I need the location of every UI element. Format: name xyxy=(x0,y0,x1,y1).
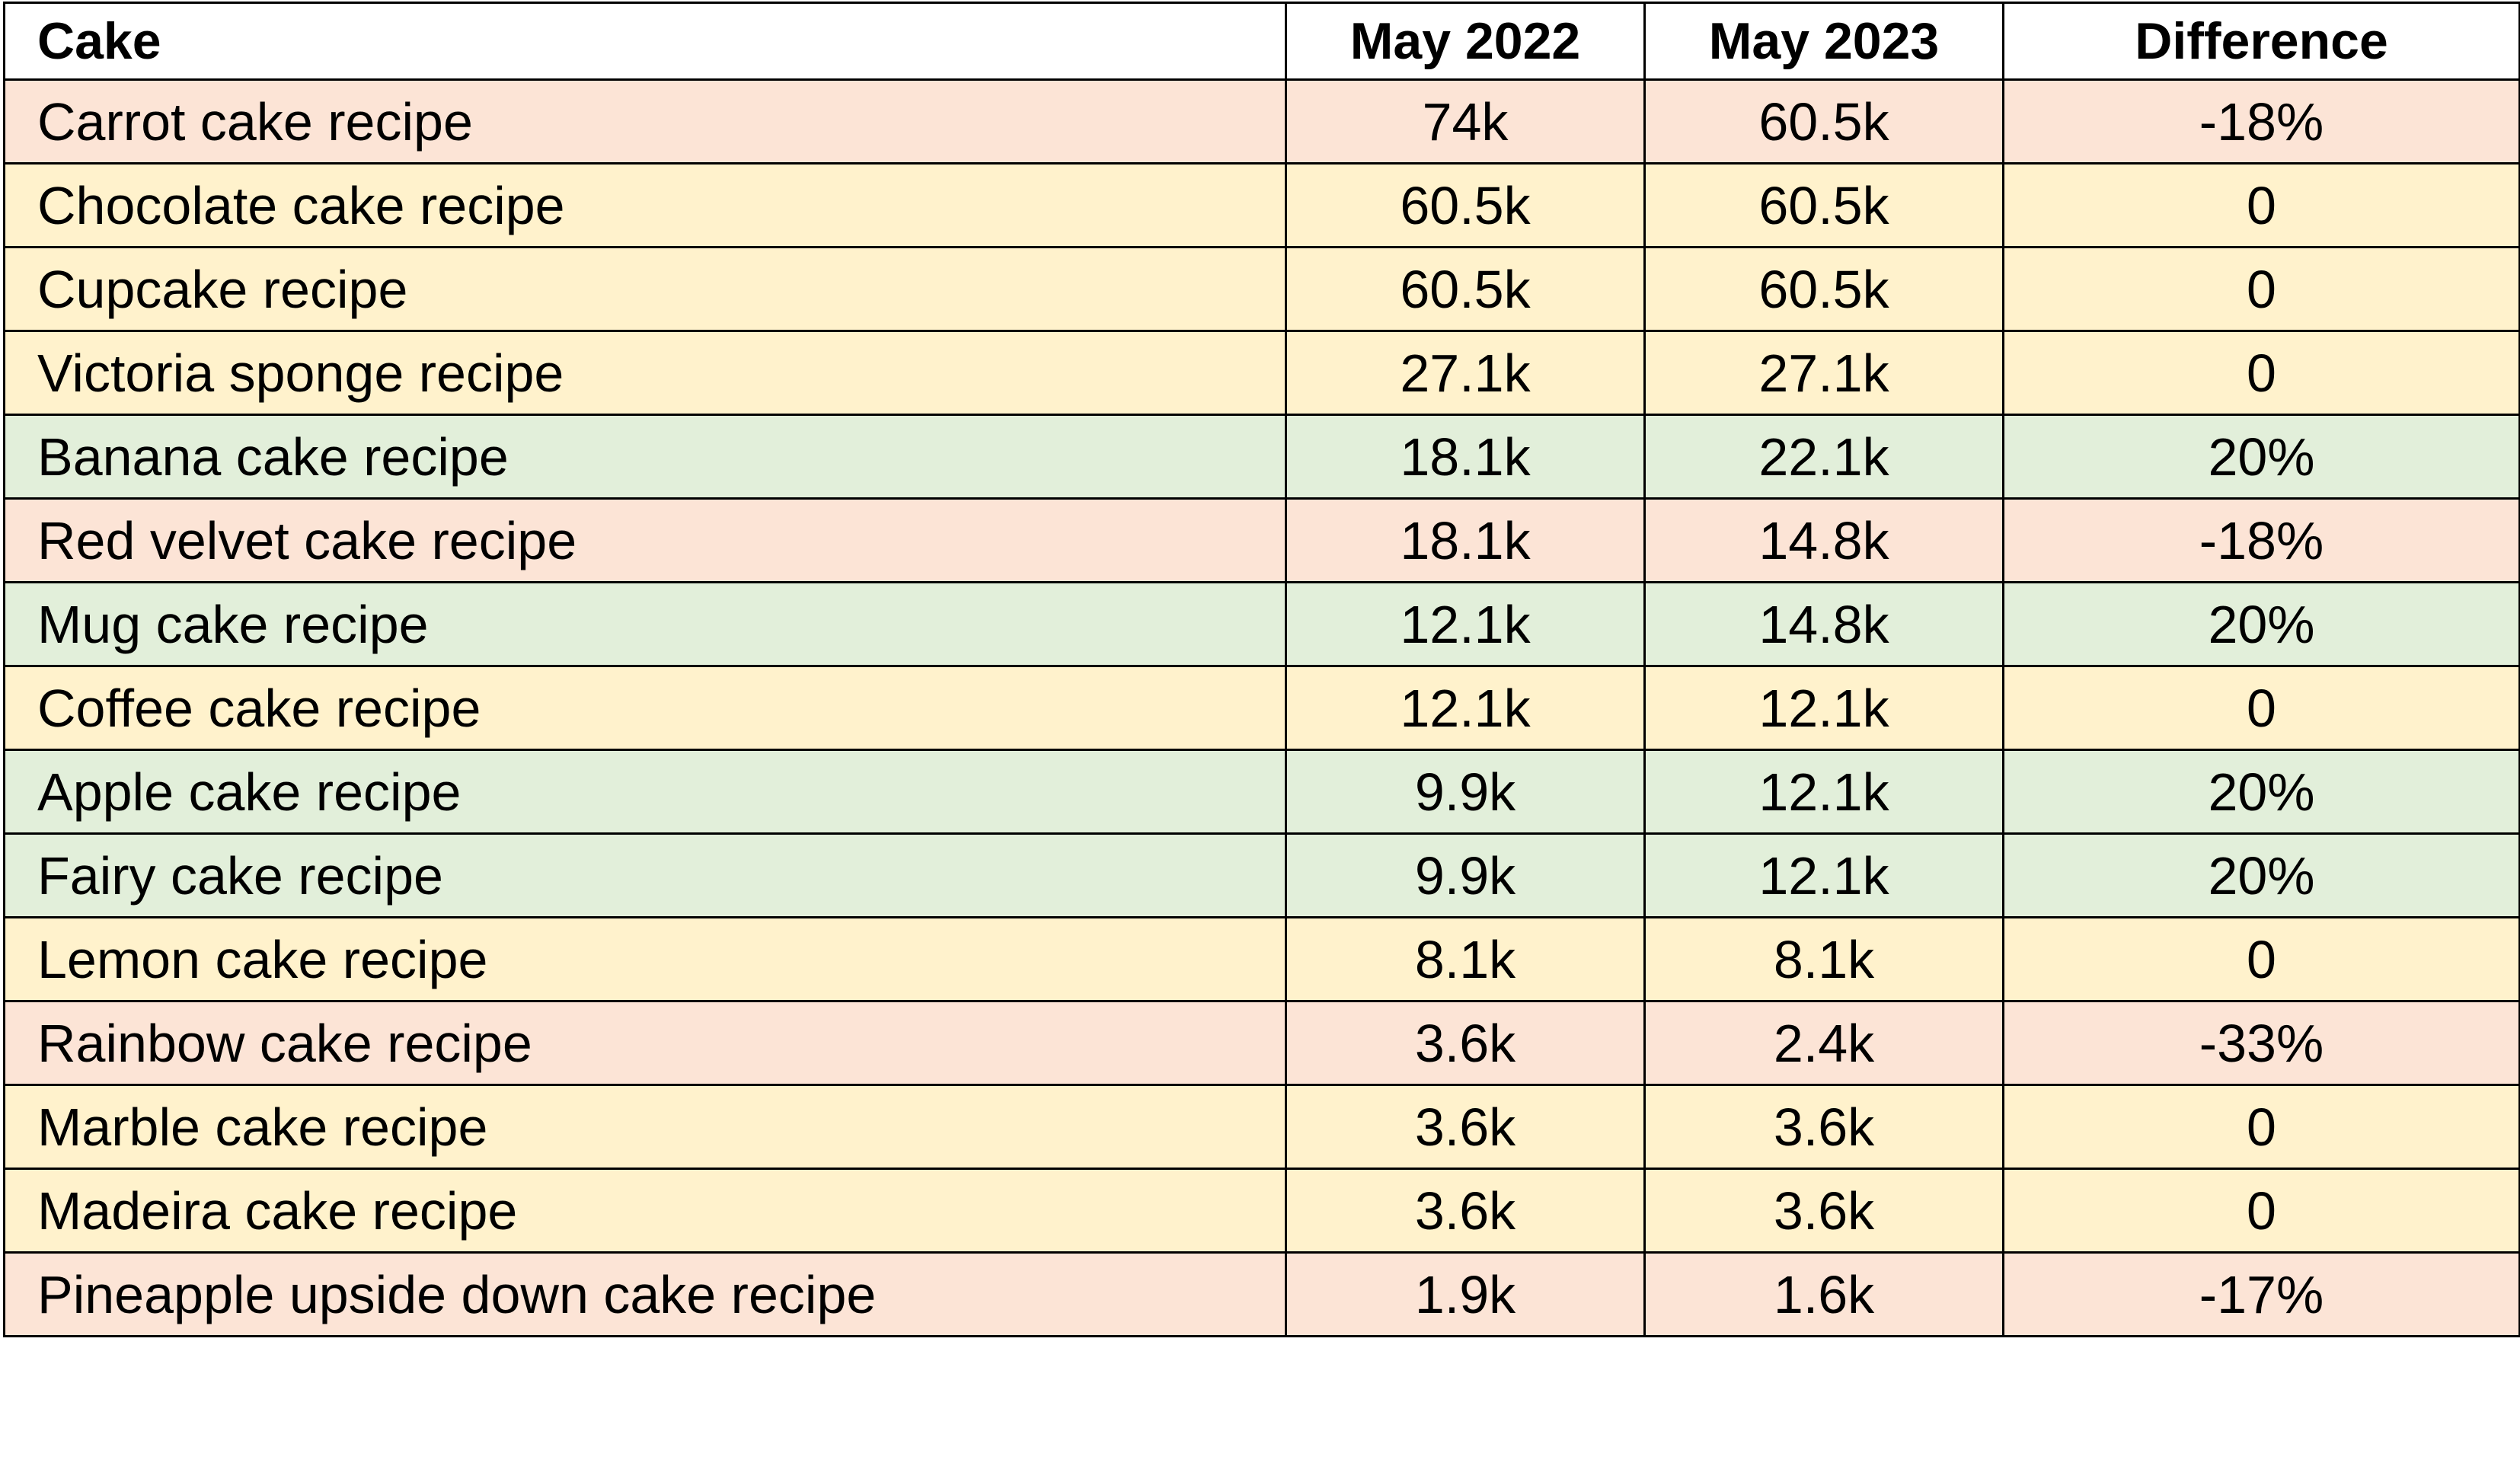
cake-cell: Cupcake recipe xyxy=(3,246,1287,332)
table-row: Coffee cake recipe 12.1k 12.1k 0 xyxy=(3,665,2520,751)
cake-cell: Madeira cake recipe xyxy=(3,1168,1287,1254)
may-2022-cell: 9.9k xyxy=(1285,832,1646,918)
table-body: Carrot cake recipe 74k 60.5k -18% Chocol… xyxy=(3,78,2520,1337)
table-row: Fairy cake recipe 9.9k 12.1k 20% xyxy=(3,832,2520,918)
difference-cell: 0 xyxy=(2002,1084,2520,1170)
cake-cell: Red velvet cake recipe xyxy=(3,497,1287,583)
difference-cell: 20% xyxy=(2002,832,2520,918)
table-row: Rainbow cake recipe 3.6k 2.4k -33% xyxy=(3,1000,2520,1086)
table-row: Red velvet cake recipe 18.1k 14.8k -18% xyxy=(3,497,2520,583)
may-2023-cell: 3.6k xyxy=(1643,1168,2004,1254)
may-2023-cell: 12.1k xyxy=(1643,665,2004,751)
table-row: Marble cake recipe 3.6k 3.6k 0 xyxy=(3,1084,2520,1170)
cake-search-volume-table: Cake May 2022 May 2023 Difference Carrot… xyxy=(3,2,2520,1337)
difference-cell: 20% xyxy=(2002,414,2520,500)
may-2022-cell: 8.1k xyxy=(1285,916,1646,1002)
difference-cell: 0 xyxy=(2002,1168,2520,1254)
may-2022-cell: 60.5k xyxy=(1285,246,1646,332)
may-2023-cell: 14.8k xyxy=(1643,581,2004,667)
cake-cell: Lemon cake recipe xyxy=(3,916,1287,1002)
cake-cell: Carrot cake recipe xyxy=(3,78,1287,165)
cake-cell: Rainbow cake recipe xyxy=(3,1000,1287,1086)
may-2022-cell: 74k xyxy=(1285,78,1646,165)
header-difference: Difference xyxy=(2002,2,2520,81)
table-row: Lemon cake recipe 8.1k 8.1k 0 xyxy=(3,916,2520,1002)
may-2023-cell: 8.1k xyxy=(1643,916,2004,1002)
may-2022-cell: 12.1k xyxy=(1285,665,1646,751)
may-2023-cell: 12.1k xyxy=(1643,832,2004,918)
header-may-2022: May 2022 xyxy=(1285,2,1646,81)
table-row: Victoria sponge recipe 27.1k 27.1k 0 xyxy=(3,330,2520,416)
difference-cell: 0 xyxy=(2002,665,2520,751)
may-2022-cell: 1.9k xyxy=(1285,1251,1646,1337)
may-2023-cell: 60.5k xyxy=(1643,246,2004,332)
may-2022-cell: 3.6k xyxy=(1285,1000,1646,1086)
cake-cell: Mug cake recipe xyxy=(3,581,1287,667)
table-row: Apple cake recipe 9.9k 12.1k 20% xyxy=(3,749,2520,835)
difference-cell: 20% xyxy=(2002,749,2520,835)
difference-cell: -33% xyxy=(2002,1000,2520,1086)
cake-cell: Pineapple upside down cake recipe xyxy=(3,1251,1287,1337)
may-2023-cell: 12.1k xyxy=(1643,749,2004,835)
may-2023-cell: 1.6k xyxy=(1643,1251,2004,1337)
may-2023-cell: 27.1k xyxy=(1643,330,2004,416)
cake-cell: Banana cake recipe xyxy=(3,414,1287,500)
table-row: Cupcake recipe 60.5k 60.5k 0 xyxy=(3,246,2520,332)
difference-cell: 0 xyxy=(2002,162,2520,248)
table-row: Mug cake recipe 12.1k 14.8k 20% xyxy=(3,581,2520,667)
may-2022-cell: 12.1k xyxy=(1285,581,1646,667)
header-may-2023: May 2023 xyxy=(1643,2,2004,81)
cake-cell: Victoria sponge recipe xyxy=(3,330,1287,416)
may-2023-cell: 2.4k xyxy=(1643,1000,2004,1086)
table-row: Chocolate cake recipe 60.5k 60.5k 0 xyxy=(3,162,2520,248)
may-2023-cell: 14.8k xyxy=(1643,497,2004,583)
may-2022-cell: 18.1k xyxy=(1285,497,1646,583)
cake-cell: Marble cake recipe xyxy=(3,1084,1287,1170)
cake-cell: Coffee cake recipe xyxy=(3,665,1287,751)
may-2023-cell: 22.1k xyxy=(1643,414,2004,500)
may-2022-cell: 3.6k xyxy=(1285,1168,1646,1254)
may-2023-cell: 60.5k xyxy=(1643,162,2004,248)
difference-cell: -18% xyxy=(2002,78,2520,165)
may-2023-cell: 60.5k xyxy=(1643,78,2004,165)
table-row: Madeira cake recipe 3.6k 3.6k 0 xyxy=(3,1168,2520,1254)
may-2022-cell: 27.1k xyxy=(1285,330,1646,416)
header-row: Cake May 2022 May 2023 Difference xyxy=(3,2,2520,81)
table-row: Carrot cake recipe 74k 60.5k -18% xyxy=(3,78,2520,165)
may-2022-cell: 60.5k xyxy=(1285,162,1646,248)
difference-cell: 0 xyxy=(2002,916,2520,1002)
table-row: Pineapple upside down cake recipe 1.9k 1… xyxy=(3,1251,2520,1337)
cake-cell: Fairy cake recipe xyxy=(3,832,1287,918)
difference-cell: 0 xyxy=(2002,330,2520,416)
may-2022-cell: 9.9k xyxy=(1285,749,1646,835)
may-2022-cell: 3.6k xyxy=(1285,1084,1646,1170)
difference-cell: -17% xyxy=(2002,1251,2520,1337)
cake-cell: Chocolate cake recipe xyxy=(3,162,1287,248)
spreadsheet-area: Cake May 2022 May 2023 Difference Carrot… xyxy=(3,2,2520,1337)
difference-cell: 0 xyxy=(2002,246,2520,332)
difference-cell: 20% xyxy=(2002,581,2520,667)
may-2022-cell: 18.1k xyxy=(1285,414,1646,500)
difference-cell: -18% xyxy=(2002,497,2520,583)
cake-cell: Apple cake recipe xyxy=(3,749,1287,835)
may-2023-cell: 3.6k xyxy=(1643,1084,2004,1170)
table-row: Banana cake recipe 18.1k 22.1k 20% xyxy=(3,414,2520,500)
header-cake: Cake xyxy=(3,2,1287,81)
